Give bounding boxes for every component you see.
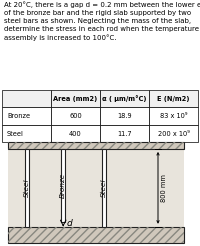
Bar <box>8 227 184 243</box>
Bar <box>8 142 184 149</box>
Text: 800 mm: 800 mm <box>161 174 167 202</box>
Bar <box>8 142 184 149</box>
Text: Steel: Steel <box>101 179 107 197</box>
Bar <box>102 149 106 227</box>
Bar <box>61 149 65 222</box>
Text: Steel: Steel <box>24 179 30 197</box>
Text: Bronze: Bronze <box>60 173 66 198</box>
Bar <box>25 149 29 227</box>
Bar <box>8 142 184 243</box>
Text: d: d <box>67 219 73 228</box>
Bar <box>8 227 184 243</box>
Text: At 20°C, there is a gap d = 0.2 mm between the lower end
of the bronze bar and t: At 20°C, there is a gap d = 0.2 mm betwe… <box>4 1 200 41</box>
